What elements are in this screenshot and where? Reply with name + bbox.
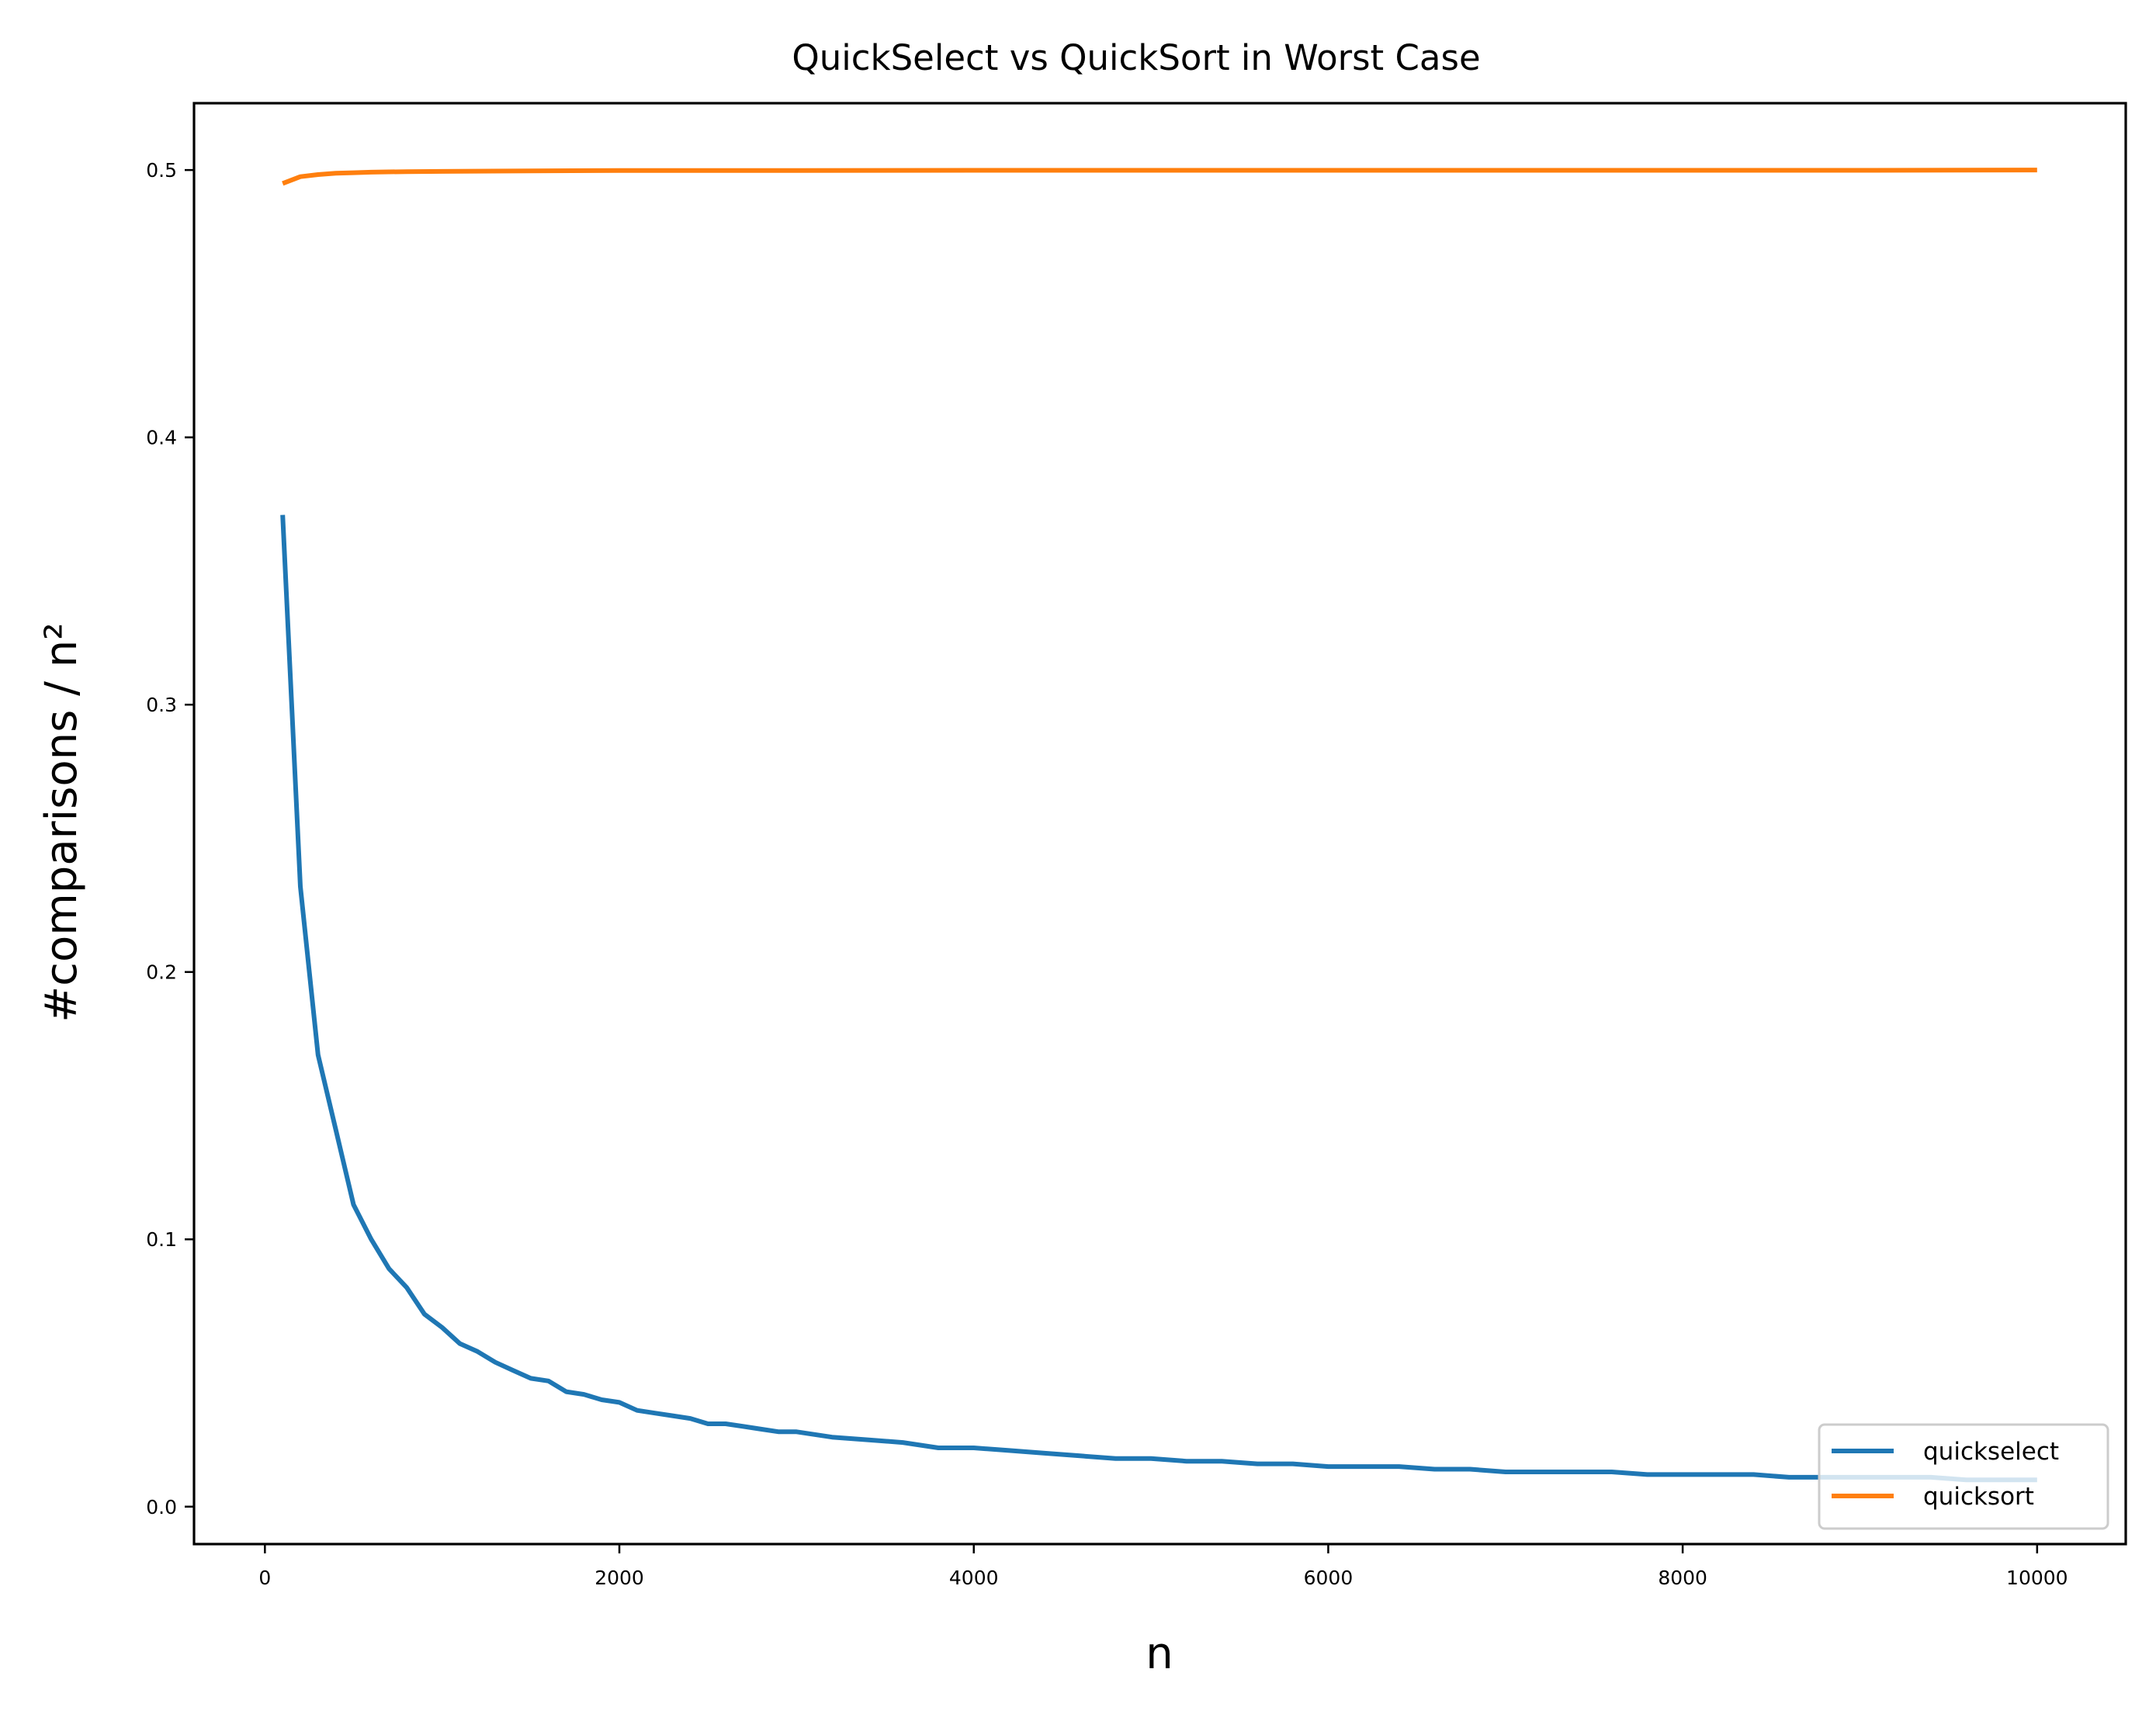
- series-line-quickselect: [280, 514, 2037, 1483]
- y-tick-label: 0.3: [146, 694, 177, 716]
- x-tick-label: 0: [258, 1567, 271, 1589]
- y-tick-label: 0.0: [146, 1496, 177, 1518]
- x-tick-label: 6000: [1304, 1567, 1354, 1589]
- y-tick-label: 0.1: [146, 1228, 177, 1251]
- legend: quickselect quicksort: [1818, 1423, 2109, 1530]
- chart-title: QuickSelect vs QuickSort in Worst Case: [792, 37, 1480, 78]
- legend-label-quickselect: quickselect: [1923, 1438, 2059, 1466]
- y-tick-label: 0.5: [146, 159, 177, 182]
- series-layer: [280, 168, 2037, 1483]
- x-axis-label: n: [1146, 1629, 1173, 1679]
- x-tick-label: 2000: [594, 1567, 644, 1589]
- x-tick-label: 8000: [1658, 1567, 1707, 1589]
- y-axis-label: #comparisons / n²: [36, 622, 87, 1022]
- y-tick-label: 0.4: [146, 427, 177, 449]
- y-tick-label: 0.2: [146, 961, 177, 984]
- ticks-layer: 0 2000 4000 6000 8000 10000 0.0 0.1 0.2 0.3 0.4 0.5: [146, 159, 2068, 1589]
- series-line-quicksort: [282, 168, 2037, 186]
- x-tick-label: 10000: [2006, 1567, 2068, 1589]
- legend-label-quicksort: quicksort: [1923, 1483, 2034, 1511]
- x-tick-label: 4000: [949, 1567, 999, 1589]
- axes-frame: [192, 102, 2127, 1546]
